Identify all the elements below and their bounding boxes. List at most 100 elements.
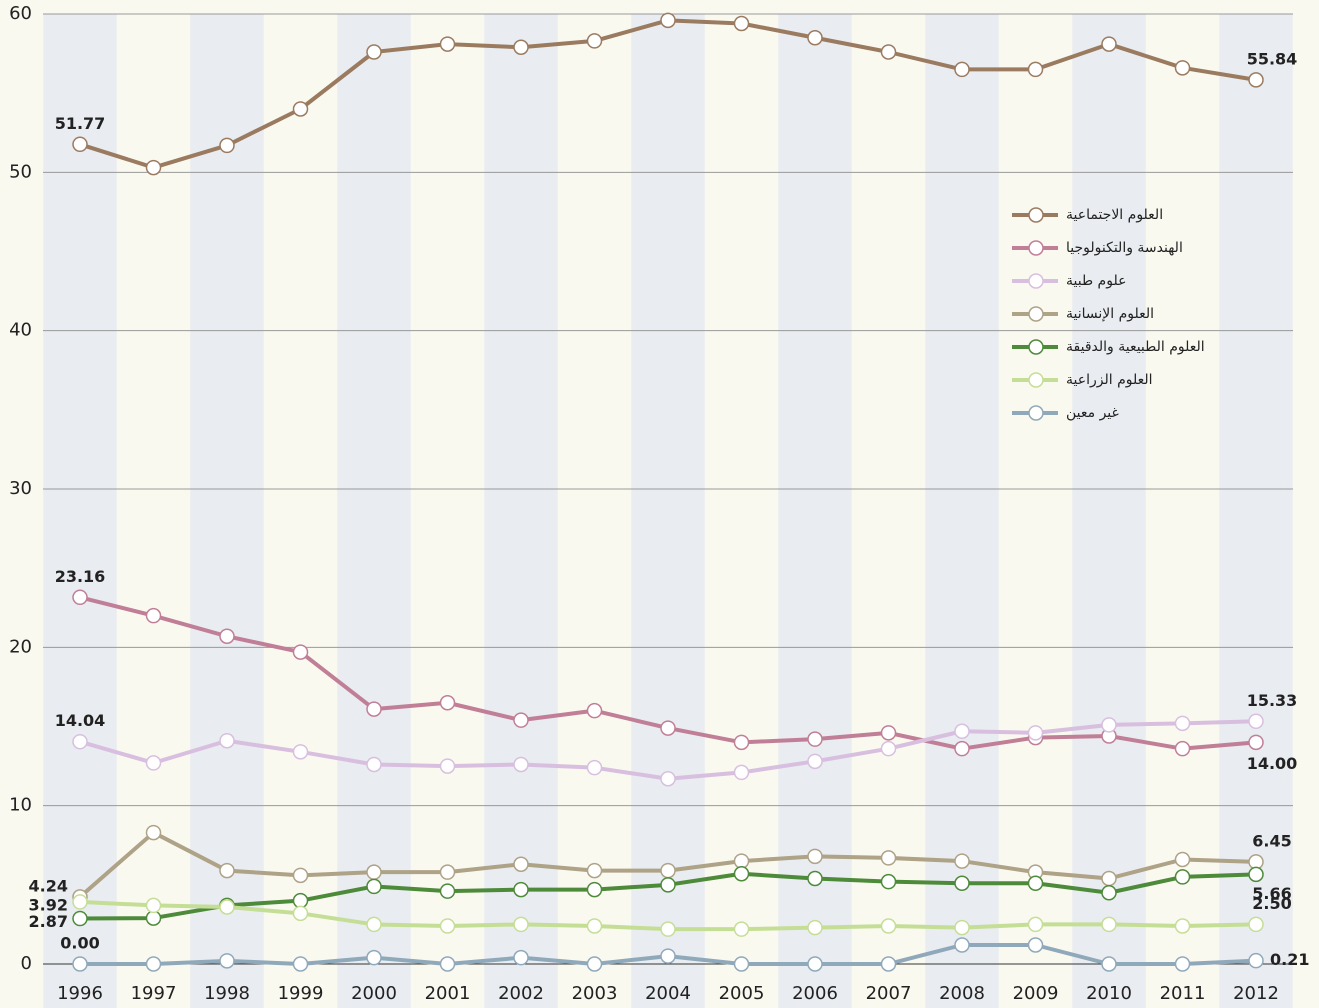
data-point xyxy=(219,899,235,915)
legend-label: الهندسة والتكنولوجيا xyxy=(1066,240,1183,256)
data-point xyxy=(1027,937,1044,953)
data-label: 55.84 xyxy=(1247,49,1298,68)
legend-marker xyxy=(1028,306,1044,322)
data-point xyxy=(292,744,309,760)
x-tick-label: 2004 xyxy=(645,983,691,1004)
data-point xyxy=(292,101,309,117)
legend-marker xyxy=(1028,339,1044,355)
data-point xyxy=(439,36,456,52)
band xyxy=(1219,14,1293,1008)
data-point xyxy=(954,61,970,78)
data-point xyxy=(439,883,456,899)
data-point xyxy=(145,910,162,926)
data-point xyxy=(733,921,750,937)
data-point xyxy=(880,918,897,934)
data-point xyxy=(807,956,823,972)
data-point xyxy=(366,864,382,880)
band xyxy=(778,14,852,1008)
legend-label: العلوم الزراعية xyxy=(1066,372,1153,388)
data-point xyxy=(366,756,382,773)
x-tick-label: 2005 xyxy=(719,983,765,1004)
data-point xyxy=(807,30,823,46)
legend-marker xyxy=(1028,273,1044,289)
legend-marker xyxy=(1028,207,1044,223)
data-point xyxy=(586,759,603,776)
data-point xyxy=(880,873,897,890)
data-point xyxy=(586,918,603,934)
data-label: 2.87 xyxy=(29,912,68,931)
data-point xyxy=(145,159,162,176)
band xyxy=(484,14,558,1008)
band xyxy=(43,14,117,1008)
data-point xyxy=(733,866,750,882)
data-point xyxy=(292,905,309,922)
data-point xyxy=(586,702,603,719)
data-point xyxy=(292,956,309,972)
data-point xyxy=(366,916,382,933)
data-point xyxy=(145,755,162,771)
data-point xyxy=(1174,60,1191,76)
data-point xyxy=(954,740,970,757)
data-label: 4.24 xyxy=(29,876,68,895)
data-point xyxy=(439,864,456,880)
band xyxy=(190,14,264,1008)
data-point xyxy=(1174,918,1191,934)
x-tick-label: 2012 xyxy=(1233,983,1279,1004)
data-point xyxy=(1174,715,1191,732)
data-point xyxy=(145,897,162,914)
legend-marker xyxy=(1028,372,1044,388)
data-point xyxy=(513,39,529,55)
data-point xyxy=(807,731,823,747)
data-label: 15.33 xyxy=(1247,691,1298,710)
data-point xyxy=(439,956,456,972)
data-point xyxy=(954,937,970,953)
data-point xyxy=(954,853,970,869)
data-point xyxy=(219,733,235,749)
data-label: 0.00 xyxy=(60,934,99,953)
data-point xyxy=(1027,916,1044,933)
data-point xyxy=(145,956,162,972)
data-point xyxy=(660,12,676,29)
data-label: 6.45 xyxy=(1252,831,1291,850)
data-point xyxy=(807,753,823,770)
y-tick-label: 10 xyxy=(9,795,32,816)
data-point xyxy=(513,881,529,898)
data-point xyxy=(660,862,676,879)
data-point xyxy=(366,701,382,717)
x-tick-label: 2006 xyxy=(792,983,838,1004)
data-point xyxy=(513,856,529,872)
legend-label: العلوم الإنسانية xyxy=(1066,306,1154,322)
data-point xyxy=(880,725,897,741)
legend-marker xyxy=(1028,240,1044,256)
data-point xyxy=(880,740,897,757)
data-point xyxy=(1248,713,1264,730)
data-label: 2.50 xyxy=(1252,894,1291,913)
data-point xyxy=(1248,734,1264,751)
data-point xyxy=(1174,851,1191,868)
data-point xyxy=(660,771,676,787)
data-point xyxy=(219,137,235,154)
band xyxy=(337,14,411,1008)
data-point xyxy=(733,853,750,869)
data-point xyxy=(1101,870,1117,887)
data-point xyxy=(954,875,970,891)
data-point xyxy=(1027,875,1044,891)
data-point xyxy=(807,870,823,887)
x-tick-label: 2008 xyxy=(939,983,985,1004)
x-tick-label: 1998 xyxy=(204,983,250,1004)
data-label: 14.00 xyxy=(1247,754,1298,773)
y-tick-label: 30 xyxy=(9,478,32,499)
y-tick-label: 50 xyxy=(9,161,32,182)
data-point xyxy=(1027,725,1044,741)
data-point xyxy=(733,956,750,972)
data-point xyxy=(366,878,382,895)
data-point xyxy=(1101,916,1117,933)
legend-label: غير معين xyxy=(1066,405,1119,421)
data-point xyxy=(1027,61,1044,78)
data-point xyxy=(72,136,88,153)
data-point xyxy=(586,956,603,972)
band xyxy=(631,14,705,1008)
data-point xyxy=(1248,72,1264,88)
x-tick-label: 2003 xyxy=(572,983,618,1004)
